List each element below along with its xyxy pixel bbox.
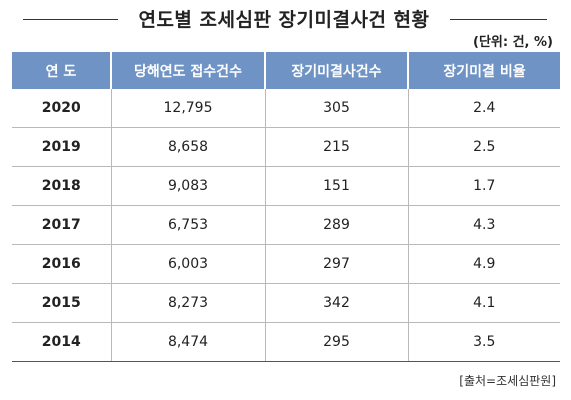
- cell-year: 2014: [12, 322, 111, 362]
- page-title: 연도별 조세심판 장기미결사건 현황: [138, 9, 430, 31]
- cell-long-pending: 295: [264, 322, 408, 362]
- table-row: 2014 8,474 295 3.5: [12, 322, 560, 362]
- cell-year: 2018: [12, 166, 111, 206]
- cell-ratio: 1.7: [407, 166, 560, 206]
- cell-ratio: 2.4: [407, 89, 560, 128]
- header-long-pending: 장기미결사건수: [264, 52, 408, 89]
- table-row: 2017 6,753 289 4.3: [12, 205, 560, 245]
- cell-received: 12,795: [110, 89, 265, 128]
- unit-label: (단위: 건, %): [473, 35, 553, 50]
- cell-ratio: 2.5: [407, 127, 560, 167]
- source-note: [출처=조세심판원]: [459, 374, 556, 388]
- table-row: 2018 9,083 151 1.7: [12, 166, 560, 206]
- cell-ratio: 4.9: [407, 244, 560, 284]
- header-year: 연 도: [12, 52, 111, 89]
- table-row: 2020 12,795 305 2.4: [12, 89, 560, 128]
- cell-long-pending: 305: [264, 89, 408, 128]
- cell-received: 8,273: [110, 283, 265, 323]
- cell-long-pending: 289: [264, 205, 408, 245]
- cell-year: 2015: [12, 283, 111, 323]
- cell-ratio: 3.5: [407, 322, 560, 362]
- cell-long-pending: 342: [264, 283, 408, 323]
- table-row: 2016 6,003 297 4.9: [12, 244, 560, 284]
- table-row: 2019 8,658 215 2.5: [12, 127, 560, 167]
- title-row: 연도별 조세심판 장기미결사건 현황: [0, 4, 571, 34]
- cell-year: 2020: [41, 100, 81, 116]
- header-long-pending-ratio: 장기미결 비율: [407, 52, 560, 89]
- cell-received: 8,474: [110, 322, 265, 362]
- cell-received: 8,658: [110, 127, 265, 167]
- title-rule-right: [450, 19, 547, 20]
- cell-long-pending: 297: [264, 244, 408, 284]
- cell-year: 2017: [12, 205, 111, 245]
- cell-long-pending: 215: [264, 127, 408, 167]
- cell-received: 9,083: [110, 166, 265, 206]
- data-table: 연 도 당해연도 접수건수 장기미결사건수 장기미결 비율 2020 12,79…: [12, 52, 560, 362]
- cell-ratio: 4.1: [407, 283, 560, 323]
- cell-ratio: 4.3: [407, 205, 560, 245]
- cell-year: 2016: [12, 244, 111, 284]
- cell-received: 6,003: [110, 244, 265, 284]
- title-rule-left: [23, 19, 118, 20]
- cell-received: 6,753: [110, 205, 265, 245]
- table-row: 2015 8,273 342 4.1: [12, 283, 560, 323]
- cell-long-pending: 151: [264, 166, 408, 206]
- cell-year: 2019: [12, 127, 111, 167]
- header-received: 당해연도 접수건수: [110, 52, 265, 89]
- header-row: 연 도 당해연도 접수건수 장기미결사건수 장기미결 비율: [12, 52, 560, 89]
